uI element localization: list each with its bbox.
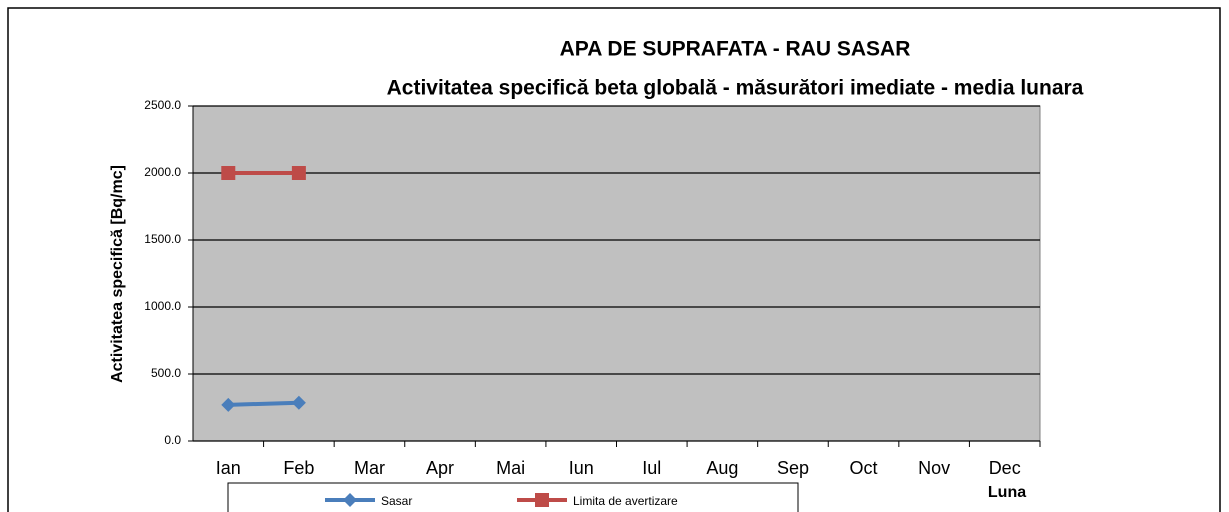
chart-subtitle: Activitatea specifică beta globală - măs… — [387, 77, 1084, 100]
series-line — [228, 400, 299, 407]
x-tick-label: Nov — [918, 458, 950, 478]
data-point — [291, 166, 306, 180]
data-point — [291, 395, 306, 410]
x-tick-label: Iun — [569, 458, 594, 478]
plot-area — [192, 105, 1041, 442]
x-tick-label: Dec — [989, 458, 1021, 478]
legend-marker — [535, 493, 549, 507]
y-axis-title: Activitatea specifică [Bq/mc] — [109, 165, 126, 383]
y-tick-label: 1500.0 — [144, 232, 181, 246]
y-tick-label: 0.0 — [164, 433, 181, 447]
x-tick-label: Iul — [642, 458, 661, 478]
chart-title: APA DE SUPRAFATA - RAU SASAR — [560, 38, 911, 61]
data-point — [221, 397, 236, 412]
y-tick-label: 500.0 — [151, 366, 181, 380]
x-tick-label: Aug — [706, 458, 738, 478]
legend-marker — [343, 493, 357, 507]
x-tick-label: Oct — [850, 458, 878, 478]
x-tick-label: Mar — [354, 458, 385, 478]
legend-label: Limita de avertizare — [573, 494, 678, 508]
legend-label: Sasar — [381, 494, 412, 508]
legend-box — [227, 482, 799, 512]
y-tick-label: 2000.0 — [144, 165, 181, 179]
data-point — [221, 166, 236, 180]
y-tick-label: 1000.0 — [144, 299, 181, 313]
x-axis-title: Luna — [988, 484, 1026, 501]
x-tick-label: Ian — [216, 458, 241, 478]
y-tick-label: 2500.0 — [144, 98, 181, 112]
x-tick-label: Feb — [283, 458, 314, 478]
x-tick-label: Apr — [426, 458, 454, 478]
x-tick-label: Mai — [496, 458, 525, 478]
x-tick-label: Sep — [777, 458, 809, 478]
